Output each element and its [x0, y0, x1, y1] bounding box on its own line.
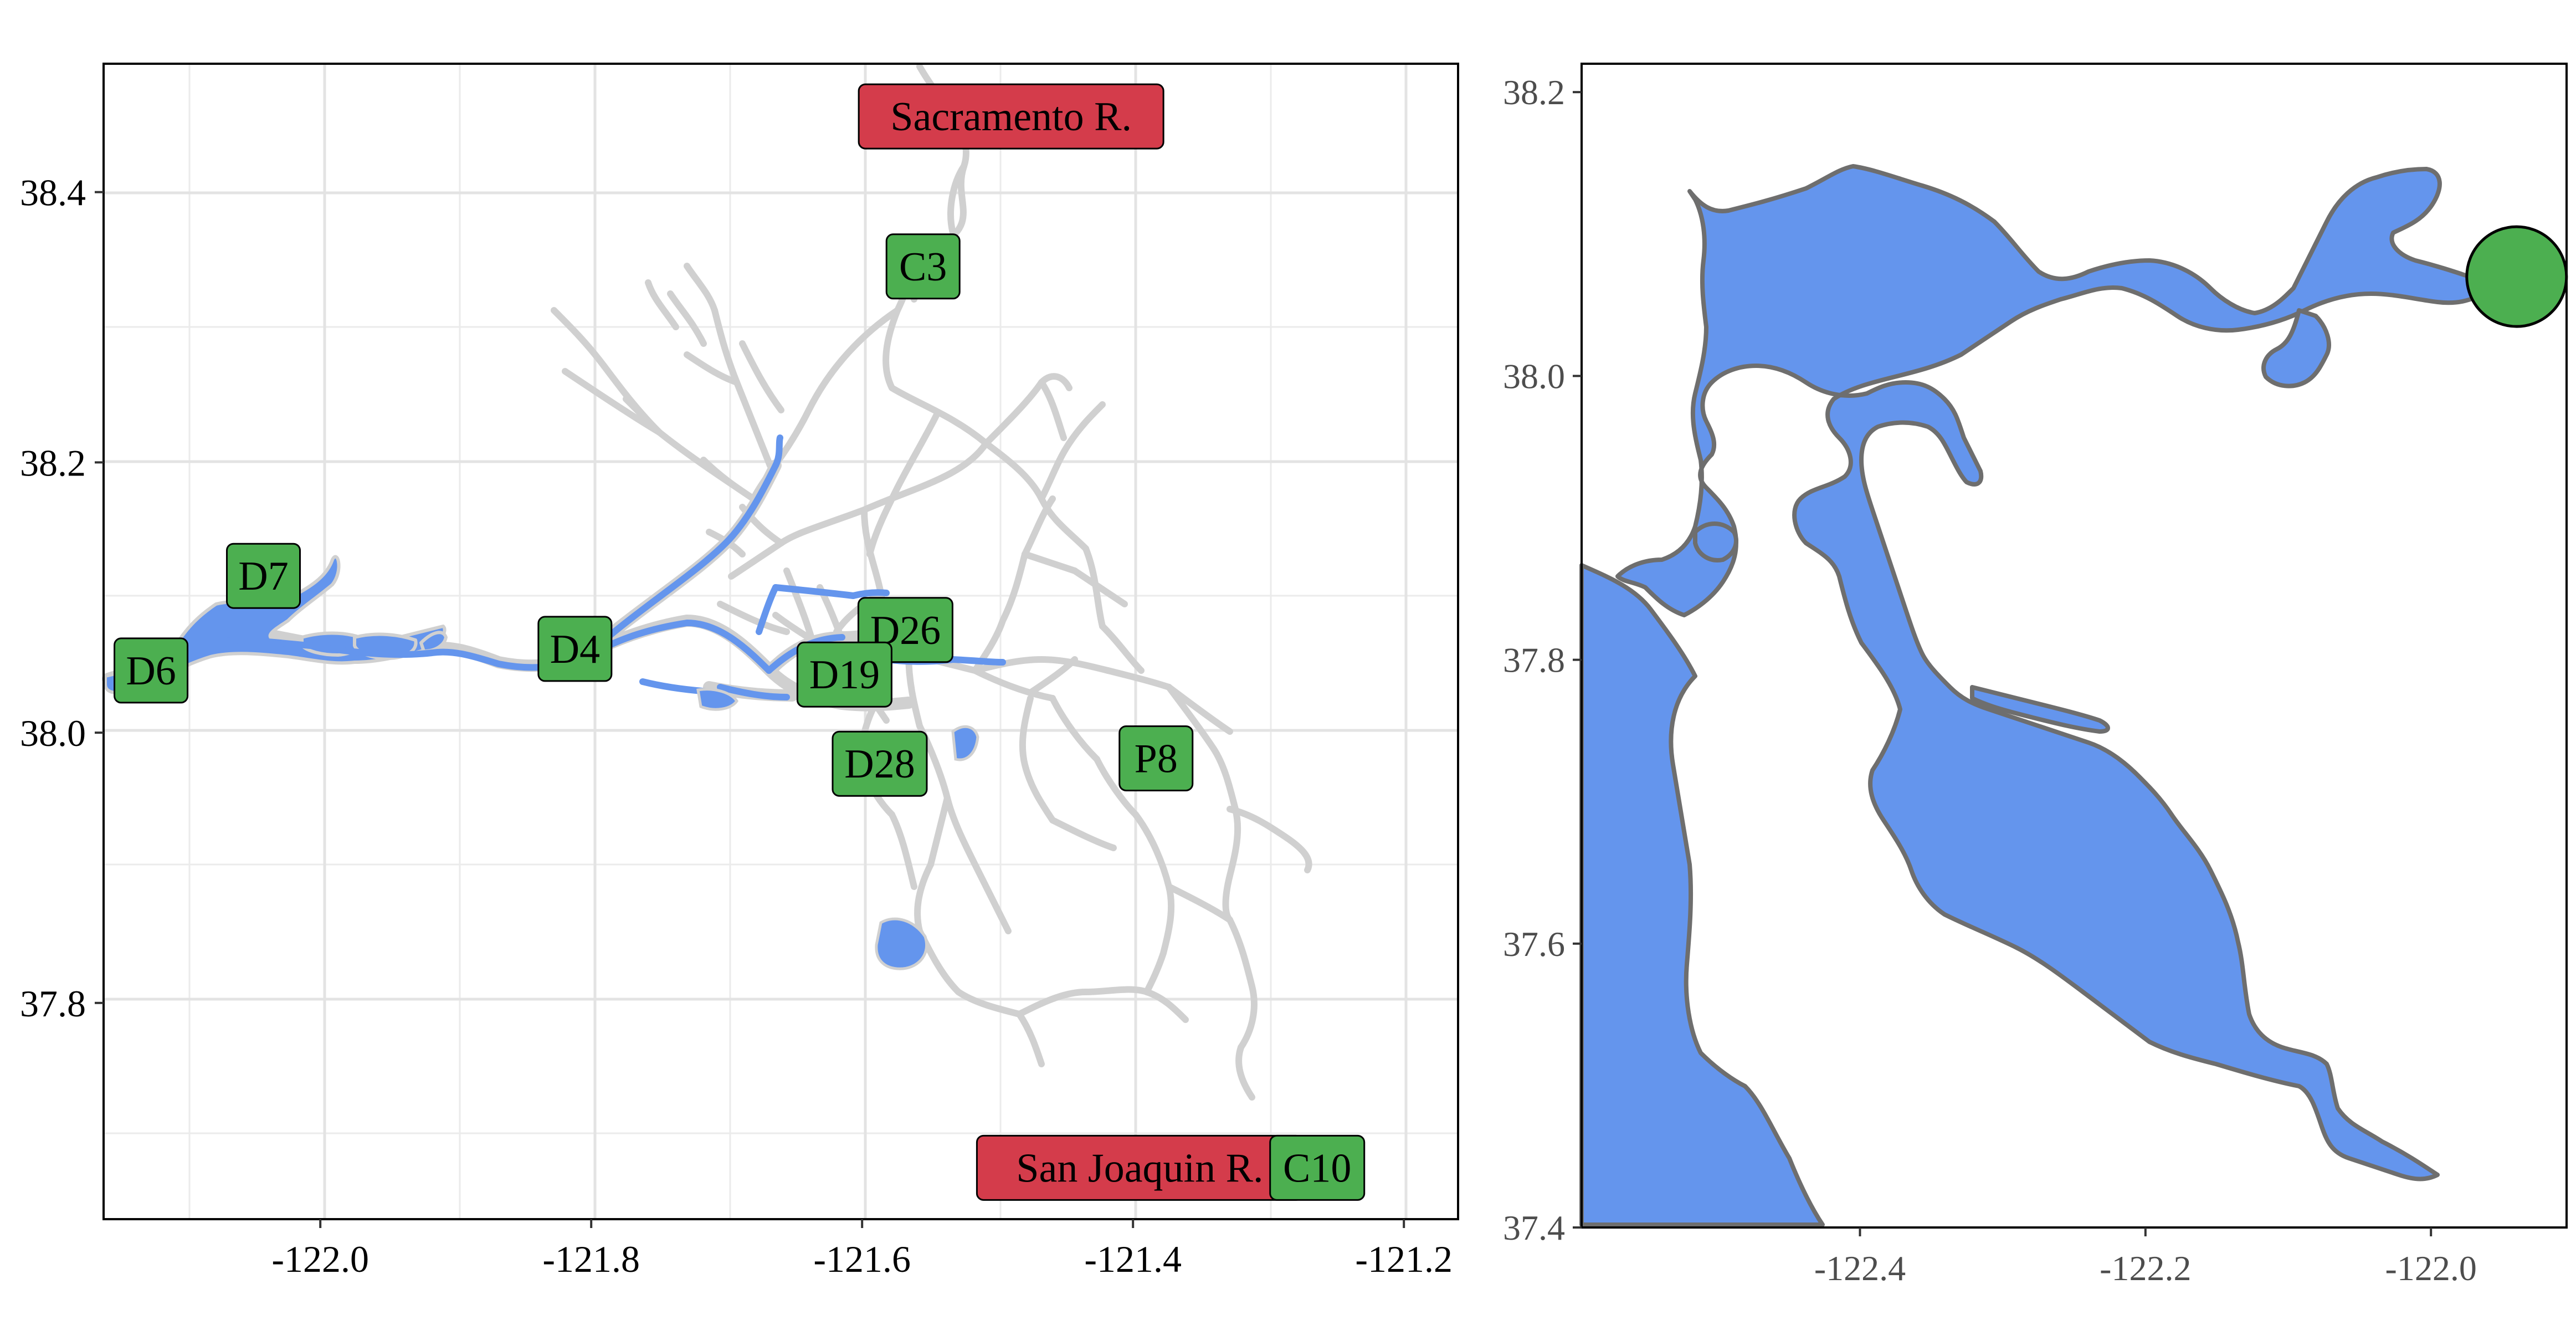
y-tick-label: 37.6 — [1503, 924, 1565, 964]
station-label-box — [796, 641, 892, 708]
y-tick-label: 38.0 — [1503, 356, 1565, 396]
station-label-text: C3 — [899, 244, 947, 290]
y-tick-label: 38.4 — [20, 172, 86, 214]
delta-map-border — [102, 63, 1459, 1220]
y-tick-label: 37.8 — [1503, 641, 1565, 680]
station-label: C3 — [885, 233, 961, 300]
y-tick-label: 37.8 — [20, 983, 86, 1025]
station-label: D4 — [537, 616, 613, 682]
station-label-box — [832, 730, 928, 797]
x-tick-label: -121.8 — [542, 1238, 640, 1280]
station-label: C10 — [1269, 1134, 1366, 1201]
x-tick-label: -121.4 — [1084, 1238, 1182, 1280]
station-label-text: D28 — [844, 741, 915, 787]
delta-map-y-axis: 38.4 38.2 38.0 37.8 — [20, 172, 104, 1025]
station-label-box — [1269, 1134, 1366, 1201]
x-tick-label: -121.2 — [1355, 1238, 1453, 1280]
station-label-text: D6 — [126, 648, 176, 694]
station-label: P8 — [1118, 725, 1194, 791]
bay-inset-y-axis: 38.2 38.0 37.8 37.6 37.4 — [1503, 73, 1582, 1247]
bay-water — [1579, 164, 2495, 1227]
y-tick-label: 37.4 — [1503, 1208, 1565, 1247]
y-tick-label: 38.2 — [1503, 73, 1565, 112]
station-label-box — [885, 233, 961, 300]
station-label-text: D19 — [809, 652, 880, 698]
station-label-text: D7 — [238, 554, 288, 599]
bay-inset-panel: -122.4 -122.2 -122.0 38.2 38.0 37.8 37.6 37.4 — [1503, 63, 2568, 1288]
river-label-text: Sacramento R. — [890, 94, 1132, 140]
river-label-box — [858, 83, 1164, 150]
station-label: D28 — [832, 730, 928, 797]
river-labels: Sacramento R. San Joaquin R. — [858, 83, 1304, 1201]
station-label-box — [537, 616, 613, 682]
bay-inset-x-axis: -122.4 -122.2 -122.0 — [1814, 1227, 2477, 1288]
station-label-box — [114, 637, 189, 704]
river-label-text: San Joaquin R. — [1016, 1145, 1263, 1191]
y-tick-label: 38.0 — [20, 712, 86, 754]
station-label: D7 — [226, 543, 301, 609]
station-label-text: D4 — [550, 627, 600, 672]
delta-map-x-axis: -122.0 -121.8 -121.6 -121.4 -121.2 — [271, 1219, 1453, 1280]
station-label-box — [1118, 725, 1194, 791]
x-tick-label: -122.4 — [1814, 1249, 1906, 1288]
station-label-text: P8 — [1135, 736, 1178, 781]
x-tick-label: -121.6 — [813, 1238, 911, 1280]
inset-location-marker — [2465, 225, 2568, 328]
delta-map-panel: -122.0 -121.8 -121.6 -121.4 -121.2 38.438.23… — [20, 63, 1459, 1280]
y-tick-label: 38.2 — [20, 442, 86, 484]
river-label: San Joaquin R. — [976, 1134, 1304, 1201]
x-tick-label: -122.0 — [2385, 1249, 2477, 1288]
x-tick-label: -122.0 — [271, 1238, 369, 1280]
station-label: D6 — [114, 637, 189, 704]
station-label-box — [226, 543, 301, 609]
bay-inset-border — [1581, 63, 2568, 1229]
station-label-text: C10 — [1283, 1145, 1351, 1191]
river-label: Sacramento R. — [858, 83, 1164, 150]
station-label: D19 — [796, 641, 892, 708]
x-tick-label: -122.2 — [2100, 1249, 2191, 1288]
